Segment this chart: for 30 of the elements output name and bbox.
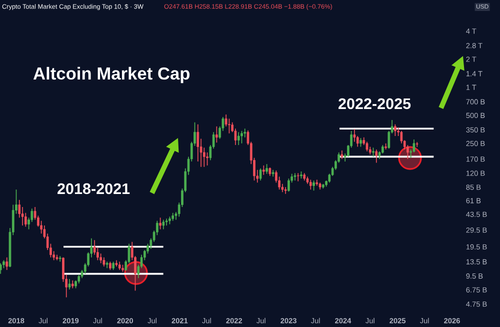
candlestick	[165, 218, 168, 226]
candlestick	[102, 256, 106, 267]
candlestick	[228, 118, 230, 134]
annotation: 2022-2025	[338, 98, 411, 110]
candlestick	[262, 165, 265, 176]
candlestick	[400, 130, 403, 144]
candlestick	[296, 172, 300, 182]
candlestick	[288, 178, 290, 192]
candlestick	[216, 126, 218, 143]
candlestick	[416, 142, 418, 148]
candlestick	[284, 186, 287, 194]
candlestick	[266, 164, 268, 174]
candlestick	[375, 149, 378, 164]
candlestick	[0, 262, 2, 274]
text: Altcoin Market Cap	[33, 66, 190, 84]
candlestick	[237, 132, 240, 146]
candlestick	[240, 130, 243, 144]
candlestick	[309, 179, 312, 190]
candlestick	[366, 141, 368, 152]
candlestick	[162, 219, 165, 230]
candlestick	[68, 278, 71, 290]
candlestick	[316, 179, 318, 186]
candlestick	[406, 144, 409, 160]
candlestick	[394, 124, 396, 136]
candlestick	[312, 180, 315, 192]
candlestick	[6, 256, 8, 270]
candlestick	[259, 168, 262, 181]
candlestick	[372, 147, 374, 158]
candlestick	[159, 217, 162, 230]
annotation: 2018-2021	[58, 183, 130, 194]
